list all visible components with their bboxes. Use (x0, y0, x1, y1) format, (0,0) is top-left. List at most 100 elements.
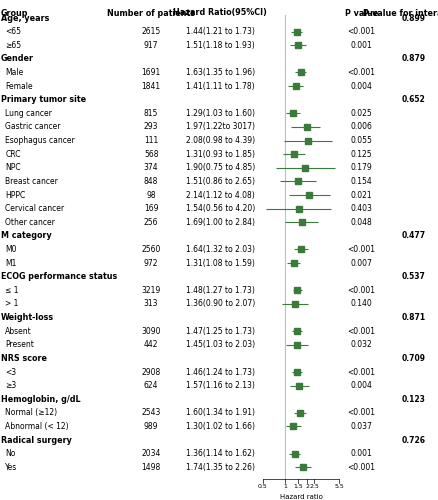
Text: 1.36(1.14 to 1.62): 1.36(1.14 to 1.62) (186, 449, 255, 458)
Text: 1.36(0.90 to 2.07): 1.36(0.90 to 2.07) (186, 300, 255, 308)
Text: 1.31(0.93 to 1.85): 1.31(0.93 to 1.85) (186, 150, 255, 158)
Text: 972: 972 (144, 258, 159, 268)
Text: 1.54(0.56 to 4.20): 1.54(0.56 to 4.20) (186, 204, 255, 213)
Text: 374: 374 (144, 164, 159, 172)
Text: <0.001: <0.001 (347, 245, 375, 254)
Text: P-value for interaction: P-value for interaction (363, 8, 438, 18)
Text: Hazard ratio: Hazard ratio (280, 494, 322, 500)
Text: 1.51(1.18 to 1.93): 1.51(1.18 to 1.93) (186, 41, 254, 50)
Text: Esophagus cancer: Esophagus cancer (5, 136, 75, 145)
Text: Radical surgery: Radical surgery (1, 436, 72, 444)
Text: 0.537: 0.537 (402, 272, 426, 281)
Text: Hazard Ratio(95%CI): Hazard Ratio(95%CI) (173, 8, 267, 18)
Text: 2908: 2908 (141, 368, 161, 376)
Text: No: No (5, 449, 16, 458)
Text: 2: 2 (305, 484, 309, 489)
Text: Female: Female (5, 82, 33, 90)
Text: <0.001: <0.001 (347, 326, 375, 336)
Text: 1: 1 (283, 484, 287, 489)
Text: 0.709: 0.709 (402, 354, 426, 363)
Text: 2034: 2034 (141, 449, 161, 458)
Text: 1.90(0.75 to 4.85): 1.90(0.75 to 4.85) (186, 164, 255, 172)
Text: 1.5: 1.5 (293, 484, 303, 489)
Text: NRS score: NRS score (1, 354, 47, 363)
Text: 0.652: 0.652 (402, 95, 426, 104)
Text: 0.871: 0.871 (402, 313, 426, 322)
Text: Male: Male (5, 68, 24, 77)
Text: 2560: 2560 (141, 245, 161, 254)
Text: 0.5: 0.5 (258, 484, 268, 489)
Text: Absent: Absent (5, 326, 32, 336)
Text: <3: <3 (5, 368, 16, 376)
Text: <65: <65 (5, 27, 21, 36)
Text: Primary tumor site: Primary tumor site (1, 95, 86, 104)
Text: Yes: Yes (5, 463, 18, 472)
Text: 0.007: 0.007 (350, 258, 372, 268)
Text: CRC: CRC (5, 150, 21, 158)
Text: Breast cancer: Breast cancer (5, 177, 58, 186)
Text: 0.154: 0.154 (350, 177, 372, 186)
Text: Other cancer: Other cancer (5, 218, 55, 226)
Text: 1.47(1.25 to 1.73): 1.47(1.25 to 1.73) (186, 326, 255, 336)
Text: 624: 624 (144, 381, 159, 390)
Text: 0.899: 0.899 (402, 14, 426, 22)
Text: 0.403: 0.403 (350, 204, 372, 213)
Text: <0.001: <0.001 (347, 368, 375, 376)
Text: 0.032: 0.032 (350, 340, 372, 349)
Text: <0.001: <0.001 (347, 68, 375, 77)
Text: M0: M0 (5, 245, 17, 254)
Text: 3219: 3219 (141, 286, 161, 295)
Text: 1.64(1.32 to 2.03): 1.64(1.32 to 2.03) (186, 245, 255, 254)
Text: 917: 917 (144, 41, 159, 50)
Text: 1.63(1.35 to 1.96): 1.63(1.35 to 1.96) (186, 68, 255, 77)
Text: 1.69(1.00 to 2.84): 1.69(1.00 to 2.84) (186, 218, 255, 226)
Text: 3090: 3090 (141, 326, 161, 336)
Text: 1841: 1841 (141, 82, 161, 90)
Text: 2.14(1.12 to 4.08): 2.14(1.12 to 4.08) (186, 190, 254, 200)
Text: 1.51(0.86 to 2.65): 1.51(0.86 to 2.65) (186, 177, 255, 186)
Text: ≤ 1: ≤ 1 (5, 286, 19, 295)
Text: Number of patients: Number of patients (107, 8, 195, 18)
Text: 815: 815 (144, 109, 158, 118)
Text: ECOG performance status: ECOG performance status (1, 272, 117, 281)
Text: Abnormal (< 12): Abnormal (< 12) (5, 422, 69, 431)
Text: 0.037: 0.037 (350, 422, 372, 431)
Text: 2615: 2615 (141, 27, 161, 36)
Text: 2.08(0.98 to 4.39): 2.08(0.98 to 4.39) (186, 136, 255, 145)
Text: 0.004: 0.004 (350, 381, 372, 390)
Text: 0.001: 0.001 (350, 449, 372, 458)
Text: 0.477: 0.477 (402, 232, 426, 240)
Text: 256: 256 (144, 218, 159, 226)
Text: 1.57(1.16 to 2.13): 1.57(1.16 to 2.13) (186, 381, 255, 390)
Text: NPC: NPC (5, 164, 21, 172)
Text: 1.48(1.27 to 1.73): 1.48(1.27 to 1.73) (186, 286, 255, 295)
Text: 1.31(1.08 to 1.59): 1.31(1.08 to 1.59) (186, 258, 255, 268)
Text: <0.001: <0.001 (347, 408, 375, 418)
Text: Normal (≥12): Normal (≥12) (5, 408, 57, 418)
Text: 1498: 1498 (141, 463, 161, 472)
Text: 0.006: 0.006 (350, 122, 372, 132)
Text: 1.29(1.03 to 1.60): 1.29(1.03 to 1.60) (186, 109, 255, 118)
Text: 0.055: 0.055 (350, 136, 372, 145)
Text: 0.140: 0.140 (350, 300, 372, 308)
Text: 0.021: 0.021 (350, 190, 372, 200)
Text: Weight-loss: Weight-loss (1, 313, 54, 322)
Text: HPPC: HPPC (5, 190, 25, 200)
Text: 989: 989 (144, 422, 159, 431)
Text: M1: M1 (5, 258, 17, 268)
Text: 1.46(1.24 to 1.73): 1.46(1.24 to 1.73) (186, 368, 255, 376)
Text: Gastric cancer: Gastric cancer (5, 122, 61, 132)
Text: Group: Group (1, 8, 28, 18)
Text: > 1: > 1 (5, 300, 19, 308)
Text: 0.179: 0.179 (350, 164, 372, 172)
Text: 1.41(1.11 to 1.78): 1.41(1.11 to 1.78) (186, 82, 254, 90)
Text: 0.001: 0.001 (350, 41, 372, 50)
Text: <0.001: <0.001 (347, 27, 375, 36)
Text: 313: 313 (144, 300, 159, 308)
Text: 111: 111 (144, 136, 158, 145)
Text: 848: 848 (144, 177, 158, 186)
Text: Age, years: Age, years (1, 14, 49, 22)
Text: Gender: Gender (1, 54, 34, 64)
Text: <0.001: <0.001 (347, 286, 375, 295)
Text: 0.048: 0.048 (350, 218, 372, 226)
